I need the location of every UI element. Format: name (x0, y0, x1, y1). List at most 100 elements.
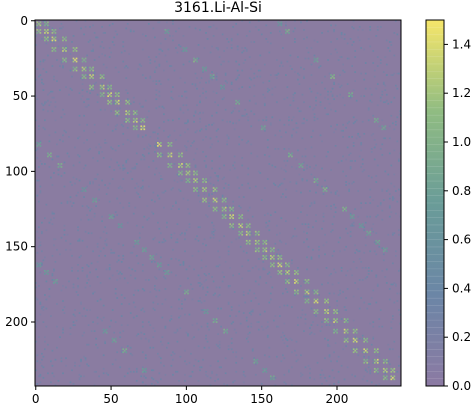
heatmap-cell (241, 69, 244, 72)
heatmap-cell (149, 62, 152, 64)
heatmap-cell (96, 101, 99, 104)
heatmap-cell (126, 119, 129, 122)
heatmap-cell (160, 48, 162, 51)
heatmap-cell (221, 209, 224, 212)
heatmap-cell (196, 87, 198, 90)
heatmap-cell (75, 291, 78, 293)
heatmap-cell (44, 21, 46, 24)
heatmap-cell (101, 93, 103, 96)
heatmap-cell (369, 372, 372, 375)
heatmap-cell (227, 348, 230, 351)
heatmap-cell (202, 242, 204, 245)
heatmap-cell (334, 128, 337, 131)
heatmap-cell (226, 120, 228, 123)
heatmap-cell (48, 140, 51, 143)
heatmap-cell (248, 230, 251, 233)
heatmap-cell (96, 93, 99, 96)
heatmap-cell (351, 348, 354, 351)
heatmap-cell (184, 122, 186, 125)
heatmap-cell (298, 163, 301, 165)
heatmap-cell (208, 202, 210, 204)
heatmap-cell (188, 26, 191, 28)
heatmap-cell (84, 77, 87, 79)
heatmap-cell (132, 113, 135, 116)
heatmap-cell (288, 152, 290, 155)
heatmap-cell (102, 230, 105, 233)
heatmap-cell (266, 41, 269, 43)
heatmap-cell (288, 119, 290, 122)
heatmap-cell (304, 148, 307, 150)
heatmap-cell (182, 47, 185, 49)
heatmap-cell (361, 226, 364, 229)
heatmap-cell (81, 57, 84, 60)
heatmap-cell (114, 110, 117, 113)
heatmap-cell (199, 187, 201, 189)
heatmap-cell (134, 206, 137, 209)
heatmap-cell (51, 27, 54, 30)
heatmap-cell (66, 202, 69, 204)
heatmap-cell (141, 105, 144, 108)
heatmap-cell (95, 370, 97, 373)
heatmap-cell (117, 71, 120, 73)
heatmap-cell (35, 149, 37, 152)
heatmap-cell (327, 343, 329, 346)
heatmap-cell (211, 372, 213, 375)
heatmap-cell (56, 279, 58, 281)
heatmap-cell (176, 223, 179, 226)
heatmap-cell (322, 193, 325, 195)
heatmap-cell (99, 282, 102, 284)
heatmap-cell (179, 172, 182, 174)
heatmap-cell (381, 93, 384, 96)
heatmap-cell (122, 143, 125, 146)
heatmap-cell (170, 364, 173, 367)
heatmap-cell (369, 370, 372, 373)
heatmap-cell (47, 273, 49, 275)
heatmap-cell (360, 72, 363, 75)
heatmap-cell (56, 59, 58, 61)
heatmap-cell (53, 238, 55, 241)
heatmap-cell (230, 47, 233, 49)
heatmap-cell (152, 259, 155, 262)
heatmap-cell (254, 233, 257, 236)
heatmap-cell (101, 53, 103, 55)
heatmap-cell (269, 74, 272, 76)
heatmap-cell (101, 179, 103, 182)
heatmap-cell (275, 259, 278, 262)
heatmap-cell (283, 178, 286, 180)
heatmap-cell (316, 41, 319, 43)
heatmap-cell (78, 364, 81, 367)
heatmap-cell (254, 373, 257, 376)
heatmap-cell (111, 148, 114, 150)
heatmap-cell (206, 322, 209, 325)
heatmap-cell (230, 342, 233, 345)
heatmap-cell (307, 292, 310, 295)
heatmap-cell (44, 20, 46, 22)
heatmap-cell (63, 38, 66, 40)
heatmap-cell (102, 95, 105, 98)
heatmap-cell (376, 348, 379, 351)
heatmap-cell (202, 66, 204, 69)
heatmap-cell (128, 367, 131, 370)
heatmap-cell (172, 351, 174, 354)
heatmap-cell (102, 84, 105, 87)
heatmap-cell (396, 200, 399, 203)
heatmap-cell (230, 209, 233, 212)
heatmap-cell (135, 315, 138, 317)
heatmap-cell (50, 360, 52, 363)
heatmap-cell (164, 273, 167, 275)
heatmap-cell (86, 309, 88, 311)
heatmap-cell (188, 166, 191, 168)
heatmap-cell (397, 158, 400, 161)
heatmap-cell (211, 276, 213, 278)
heatmap-cell (143, 215, 146, 218)
heatmap-cell (269, 123, 272, 126)
heatmap-cell (149, 59, 152, 61)
heatmap-cell (202, 92, 204, 95)
heatmap-cell (391, 376, 394, 379)
heatmap-cell (286, 60, 289, 63)
heatmap-cell (108, 217, 111, 220)
heatmap-cell (135, 113, 138, 116)
heatmap-cell (342, 63, 344, 66)
heatmap-cell (152, 346, 155, 349)
heatmap-cell (128, 267, 131, 269)
